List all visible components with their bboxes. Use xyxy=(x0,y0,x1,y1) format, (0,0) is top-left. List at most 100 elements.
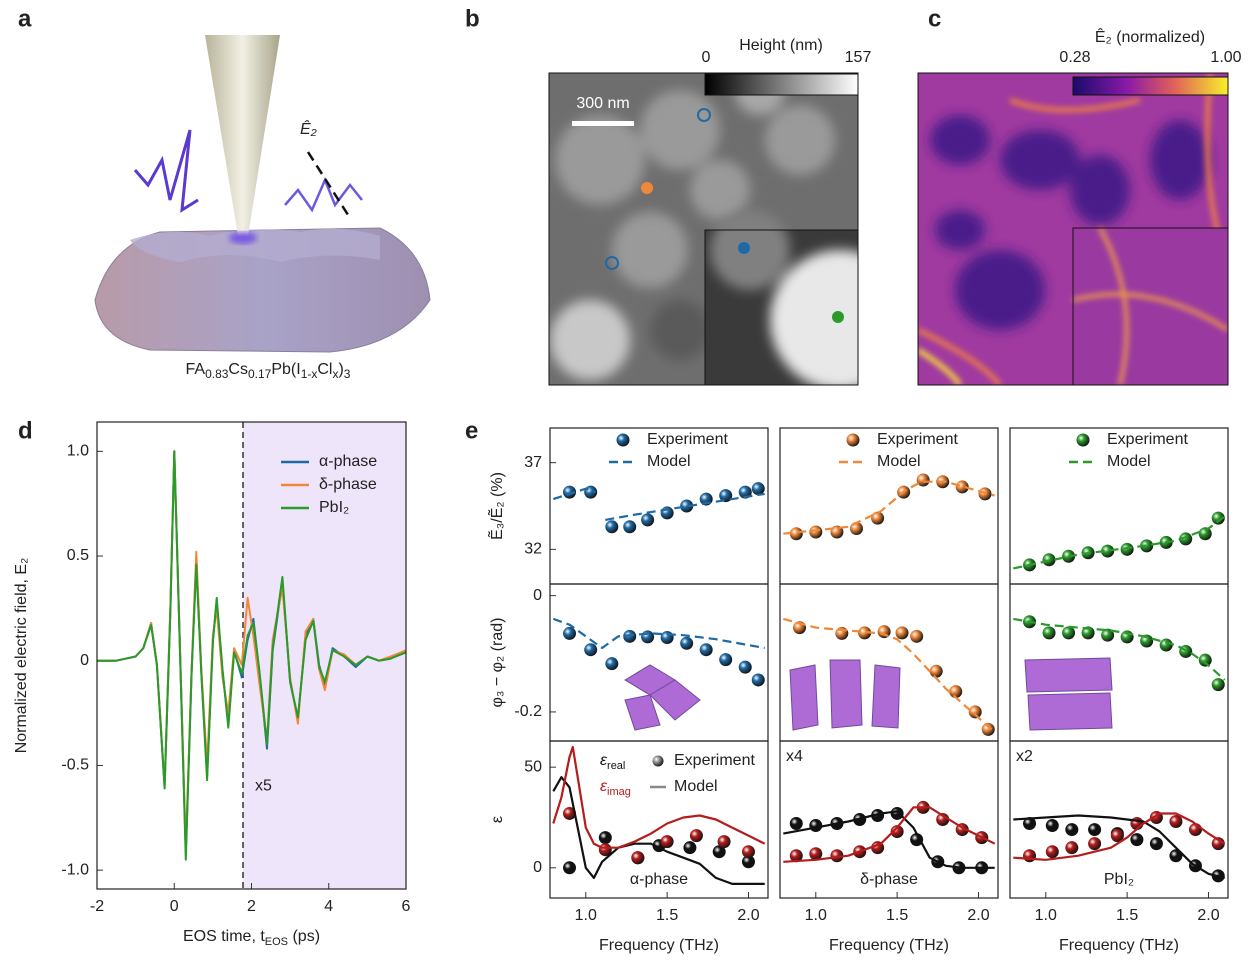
x-tick-label: 2.0 xyxy=(967,907,989,924)
scale-bar xyxy=(572,121,634,126)
x-tick-label: 1.5 xyxy=(656,907,678,924)
data-point xyxy=(599,831,612,844)
x-axis-label-part: (ps) xyxy=(288,928,320,945)
data-point xyxy=(1212,678,1225,691)
legend-label: Model xyxy=(877,453,921,470)
data-point xyxy=(878,625,891,638)
data-point xyxy=(809,819,822,832)
data-point xyxy=(641,513,654,526)
legend-label: Experiment xyxy=(674,752,755,769)
data-point xyxy=(605,657,618,670)
x-tick-label: 6 xyxy=(402,898,411,915)
x-tick-label: -2 xyxy=(90,898,104,915)
legend-label: Model xyxy=(647,453,691,470)
y-tick-label: 0 xyxy=(533,587,542,604)
field-label: Ê₂ xyxy=(300,119,317,138)
colorbar-max: 1.00 xyxy=(1210,49,1241,66)
data-point xyxy=(790,817,803,830)
data-point xyxy=(982,723,995,736)
y-tick-label: 37 xyxy=(524,454,542,471)
scale-note: x2 xyxy=(1016,748,1033,765)
legend-label: Experiment xyxy=(877,431,958,448)
data-point xyxy=(1199,654,1212,667)
data-point xyxy=(563,861,576,874)
y-tick-label: -0.5 xyxy=(61,757,89,774)
formula-part: Pb(I xyxy=(271,361,300,378)
data-point xyxy=(680,637,693,650)
x-axis-label-sub: EOS xyxy=(265,936,288,948)
figure: Ê₂ Height (nm) 0 157 300 nm Ê₂ (normaliz… xyxy=(0,0,1252,959)
plot-frame xyxy=(780,428,998,584)
data-point xyxy=(930,665,943,678)
x-axis-label-part: EOS time, t xyxy=(183,928,265,945)
field-map xyxy=(918,73,1228,385)
panel-label: a xyxy=(18,5,32,32)
data-point xyxy=(969,705,982,718)
formula-sub: 0.83 xyxy=(205,367,229,381)
colorbar-max: 157 xyxy=(845,49,872,66)
panel-label: d xyxy=(18,417,33,444)
data-point xyxy=(623,520,636,533)
plot-frame xyxy=(550,584,768,741)
data-point xyxy=(1088,837,1101,850)
panel-note: α-phase xyxy=(630,871,688,888)
y-tick-label: 0 xyxy=(80,652,89,669)
data-line xyxy=(553,777,764,884)
y-tick-label: 50 xyxy=(524,758,542,775)
scale-note: x4 xyxy=(786,748,803,765)
data-point xyxy=(661,631,674,644)
x-axis-label: Frequency (THz) xyxy=(1059,937,1179,954)
legend-label: εreal xyxy=(600,752,625,771)
data-point xyxy=(1065,823,1078,836)
illustration xyxy=(95,35,430,352)
formula-sub: 0.17 xyxy=(248,367,272,381)
annotation: x5 xyxy=(255,777,272,794)
panel-label: c xyxy=(928,5,941,32)
formula-sub: 1-x xyxy=(301,367,318,381)
data-point xyxy=(683,841,696,854)
data-point xyxy=(1160,639,1173,652)
data-point xyxy=(700,643,713,656)
y-tick-label: 1.0 xyxy=(67,443,89,460)
data-point xyxy=(641,630,654,643)
legend-label: PbI₂ xyxy=(319,499,349,516)
y-axis-label: Normalized electric field, E₂ xyxy=(13,558,30,754)
data-point xyxy=(871,512,884,525)
formula: FA0.83Cs0.17Pb(I1-xClx)3 xyxy=(186,361,351,381)
data-point xyxy=(690,829,703,842)
legend-marker xyxy=(847,434,860,447)
x-tick-label: 2 xyxy=(247,898,256,915)
data-point xyxy=(1121,543,1134,556)
legend-label: Experiment xyxy=(647,431,728,448)
data-point xyxy=(1088,823,1101,836)
x-tick-label: 2.0 xyxy=(737,907,759,924)
legend-label: Model xyxy=(1107,453,1151,470)
data-point xyxy=(1023,849,1036,862)
legend-label: δ-phase xyxy=(319,476,377,493)
panel-note: δ-phase xyxy=(860,871,918,888)
y-axis-label: Ẽ₃/Ẽ₂ (%) xyxy=(486,472,506,540)
formula-part: Cs xyxy=(228,361,248,378)
data-point xyxy=(719,653,732,666)
plot-frame xyxy=(550,428,768,584)
formula-sub: 3 xyxy=(344,367,351,381)
colorbar-min: 0.28 xyxy=(1059,49,1090,66)
x-axis-label: Frequency (THz) xyxy=(599,937,719,954)
data-point xyxy=(1046,845,1059,858)
x-tick-label: 1.0 xyxy=(575,907,597,924)
x-axis-label: EOS time, tEOS (ps) xyxy=(183,928,320,947)
x-tick-label: 1.5 xyxy=(1116,907,1138,924)
data-point xyxy=(1150,837,1163,850)
colorbar-min: 0 xyxy=(702,49,711,66)
legend-label-sub: imag xyxy=(607,786,631,798)
panel-note: PbI₂ xyxy=(1104,871,1134,888)
data-point xyxy=(718,835,731,848)
data-point xyxy=(605,520,618,533)
data-point xyxy=(896,626,909,639)
data-point xyxy=(1130,833,1143,846)
y-tick-label: 32 xyxy=(524,541,542,558)
panel-label: e xyxy=(465,417,478,444)
formula-part: Cl xyxy=(317,361,332,378)
y-axis-label: ε xyxy=(489,816,506,823)
legend-label: Model xyxy=(674,778,718,795)
